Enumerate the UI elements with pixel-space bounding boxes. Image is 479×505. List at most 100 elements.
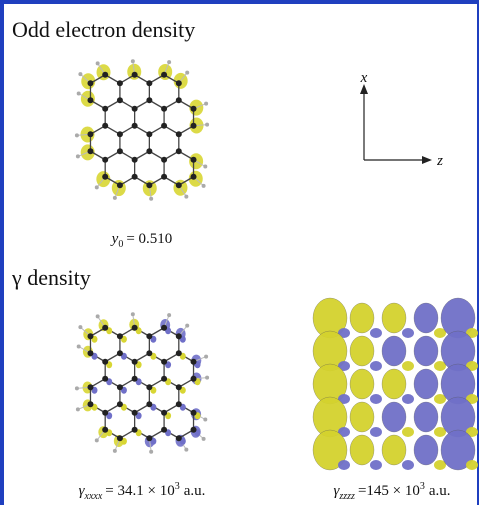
carbon [102, 105, 109, 112]
carbon [190, 122, 197, 129]
carbon [87, 97, 94, 104]
density-lobe [349, 368, 375, 400]
hydrogen [78, 325, 83, 330]
hydrogen [185, 70, 190, 75]
density-lobe [338, 427, 350, 437]
density-lobe [370, 460, 382, 470]
carbon [175, 401, 182, 408]
carbon [116, 97, 123, 104]
carbon [161, 426, 168, 433]
carbon [116, 182, 123, 189]
carbon [116, 401, 123, 408]
carbon [175, 131, 182, 138]
carbon [175, 333, 182, 340]
density-lobe [466, 427, 478, 437]
carbon [146, 97, 153, 104]
relation: = 0.510 [126, 231, 172, 247]
carbon [146, 182, 153, 189]
density-lobe [338, 460, 350, 470]
carbon [190, 409, 197, 416]
panel-title: γ density [11, 265, 91, 290]
hydrogen [76, 91, 81, 96]
superscript: 3 [420, 481, 425, 492]
hydrogen [203, 417, 208, 422]
caption: y0 = 0.510 [110, 231, 173, 250]
hydrogen [185, 323, 190, 328]
symbol: γ [333, 483, 340, 499]
carbon [146, 401, 153, 408]
density-lobe [349, 335, 375, 367]
density-lobe [338, 361, 350, 371]
carbon [146, 350, 153, 357]
carbon [175, 80, 182, 87]
axis-label: z [436, 153, 443, 169]
carbon [87, 80, 94, 87]
carbon [146, 131, 153, 138]
carbon [87, 148, 94, 155]
subscript: 0 [118, 239, 123, 250]
density-lobe [402, 394, 414, 404]
caption: γzzzz =145 × 103 a.u. [333, 481, 450, 502]
carbon [116, 333, 123, 340]
carbon [131, 105, 138, 112]
carbon [102, 122, 109, 129]
carbon [116, 384, 123, 391]
carbon [131, 156, 138, 163]
hydrogen [201, 183, 206, 188]
density-lobe [370, 394, 382, 404]
carbon [161, 324, 168, 331]
density-lobe [413, 434, 439, 466]
hydrogen [78, 72, 83, 77]
carbon [116, 350, 123, 357]
carbon [131, 426, 138, 433]
carbon [87, 350, 94, 357]
density-lobe [370, 328, 382, 338]
density-lobe [402, 361, 414, 371]
density-lobe [381, 335, 407, 367]
density-lobe [466, 328, 478, 338]
hydrogen [94, 185, 99, 190]
carbon [102, 156, 109, 163]
hydrogen [130, 59, 135, 64]
carbon [175, 148, 182, 155]
carbon [161, 156, 168, 163]
hydrogen [205, 375, 210, 380]
density-lobe [440, 429, 476, 471]
density-lobe [434, 328, 446, 338]
left-border [0, 0, 4, 505]
hydrogen [75, 154, 80, 159]
density-lobe [413, 302, 439, 334]
density-lobe [381, 302, 407, 334]
density-lobe [434, 427, 446, 437]
carbon [161, 358, 168, 365]
hydrogen [76, 344, 81, 349]
axis-label: x [360, 70, 368, 86]
density-lobe [370, 427, 382, 437]
subscript: xxxx [84, 491, 103, 502]
carbon [161, 105, 168, 112]
density-lobe [370, 361, 382, 371]
unit: a.u. [184, 483, 206, 499]
carbon [102, 324, 109, 331]
carbon [175, 384, 182, 391]
density-lobe [349, 302, 375, 334]
carbon [102, 173, 109, 180]
carbon [190, 105, 197, 112]
density-lobe [434, 460, 446, 470]
density-lobe [466, 460, 478, 470]
carbon [87, 401, 94, 408]
right-border [477, 0, 479, 505]
hydrogen [74, 133, 79, 138]
density-lobe [413, 368, 439, 400]
carbon [190, 426, 197, 433]
carbon [102, 409, 109, 416]
hydrogen [184, 447, 189, 452]
hydrogen [149, 449, 154, 454]
carbon [146, 333, 153, 340]
carbon [161, 173, 168, 180]
carbon [146, 80, 153, 87]
carbon [161, 122, 168, 129]
carbon [175, 350, 182, 357]
hydrogen [95, 61, 100, 66]
carbon [131, 173, 138, 180]
